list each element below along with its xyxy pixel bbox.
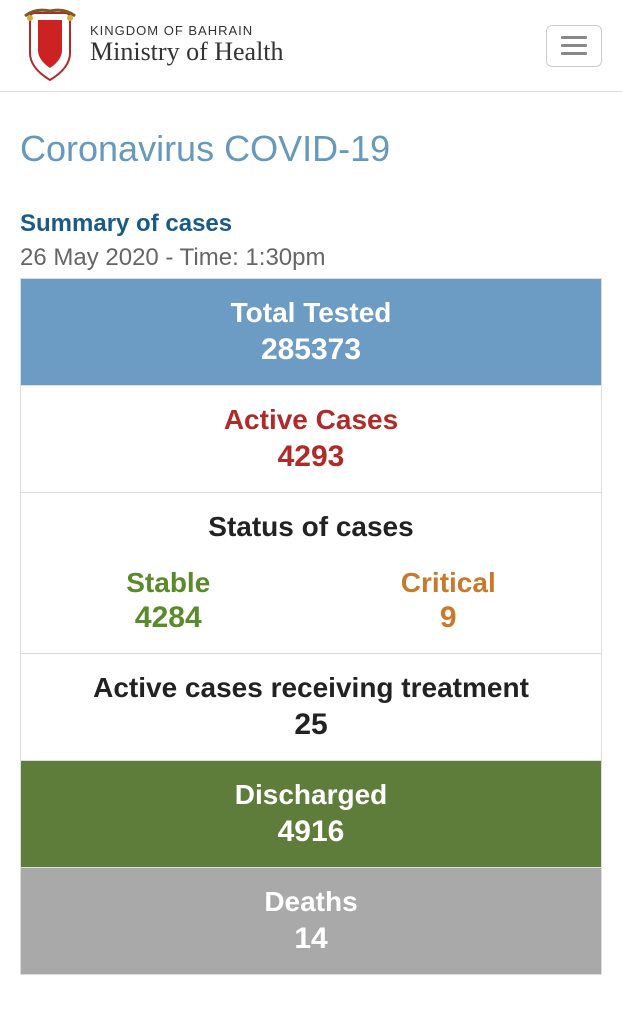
discharged-value: 4916 [31,815,591,849]
discharged-label: Discharged [31,779,591,811]
timestamp: 26 May 2020 - Time: 1:30pm [20,244,602,272]
stable-label: Stable [126,567,210,599]
page-title: Coronavirus COVID-19 [20,128,602,170]
content: Coronavirus COVID-19 Summary of cases 26… [0,92,622,995]
stable-col: Stable 4284 [126,567,210,635]
header: KINGDOM OF BAHRAIN Ministry of Health [0,0,622,92]
total-tested-label: Total Tested [31,297,591,329]
kingdom-label: KINGDOM OF BAHRAIN [90,24,284,38]
active-cases-card: Active Cases 4293 [20,385,602,492]
active-cases-label: Active Cases [31,404,591,436]
critical-value: 9 [401,601,496,635]
receiving-value: 25 [31,708,591,742]
status-heading: Status of cases [31,511,591,543]
summary-heading: Summary of cases [20,210,602,238]
stable-value: 4284 [126,601,210,635]
deaths-label: Deaths [31,886,591,918]
ministry-label: Ministry of Health [90,38,284,67]
deaths-value: 14 [31,922,591,956]
ministry-text: KINGDOM OF BAHRAIN Ministry of Health [90,24,284,67]
hamburger-icon [561,44,587,47]
active-cases-value: 4293 [31,440,591,474]
hamburger-icon [561,52,587,55]
discharged-card: Discharged 4916 [20,760,602,867]
menu-button[interactable] [546,25,602,67]
total-tested-card: Total Tested 285373 [20,278,602,385]
critical-label: Critical [401,567,496,599]
status-card: Status of cases Stable 4284 Critical 9 [20,492,602,653]
total-tested-value: 285373 [31,333,591,367]
logo-area: KINGDOM OF BAHRAIN Ministry of Health [20,8,284,83]
crest-icon [20,8,80,83]
receiving-label: Active cases receiving treatment [31,672,591,704]
receiving-card: Active cases receiving treatment 25 [20,653,602,760]
deaths-card: Deaths 14 [20,867,602,975]
critical-col: Critical 9 [401,567,496,635]
status-columns: Stable 4284 Critical 9 [31,567,591,635]
hamburger-icon [561,36,587,39]
